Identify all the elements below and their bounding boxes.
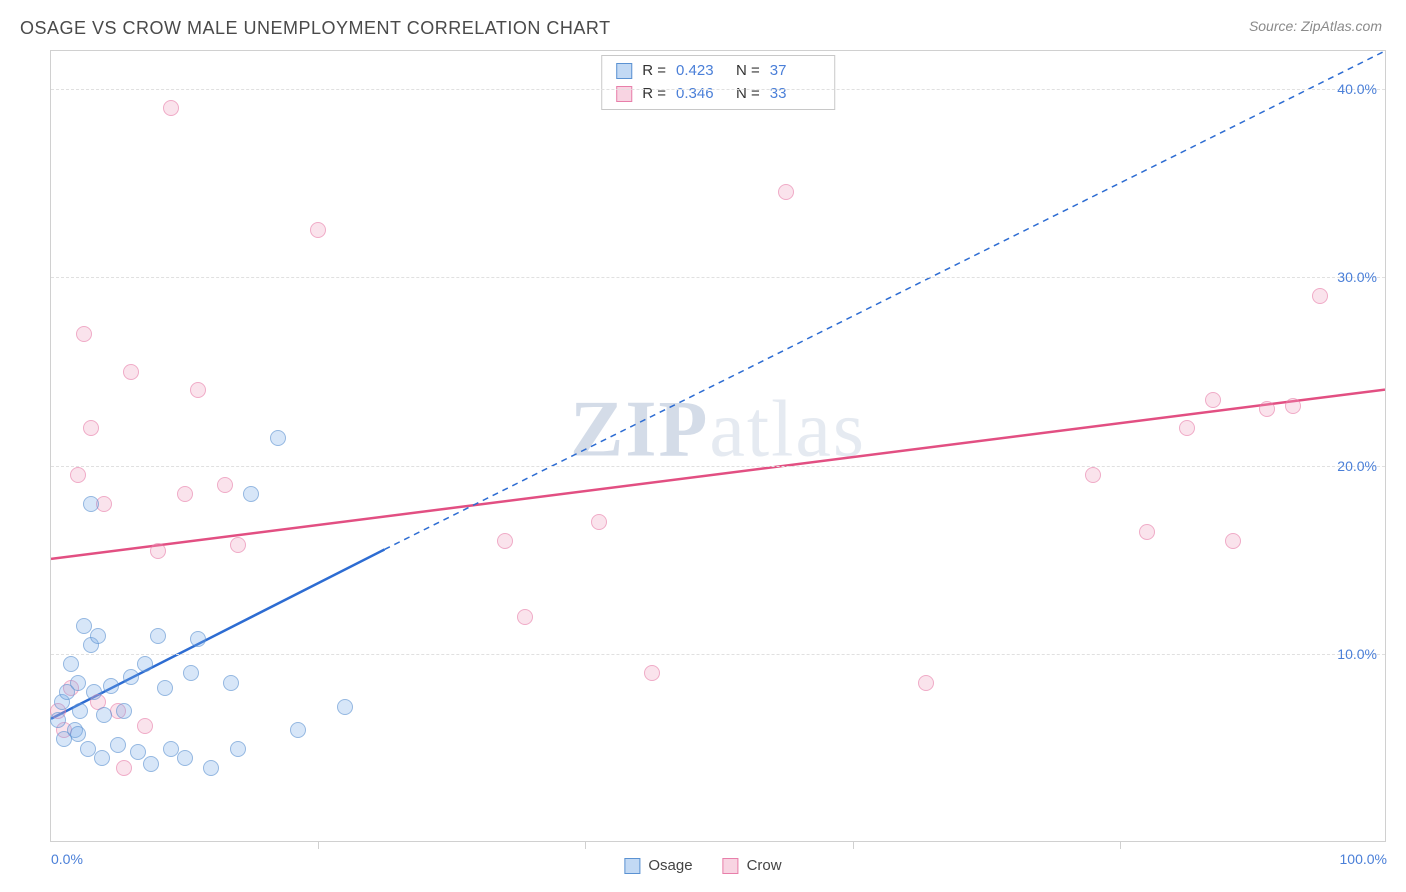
data-point-crow	[230, 537, 246, 553]
data-point-osage	[96, 707, 112, 723]
data-point-crow	[76, 326, 92, 342]
plot-area: ZIPatlas R = 0.423 N = 37 R = 0.346 N = 33 10.0…	[50, 50, 1386, 842]
data-point-crow	[310, 222, 326, 238]
data-point-osage	[177, 750, 193, 766]
data-point-osage	[110, 737, 126, 753]
r-label: R =	[642, 83, 666, 106]
data-point-crow	[1259, 401, 1275, 417]
data-point-osage	[50, 712, 66, 728]
trend-line	[51, 390, 1385, 559]
data-point-crow	[497, 533, 513, 549]
data-point-osage	[223, 675, 239, 691]
legend-swatch-osage	[624, 858, 640, 874]
data-point-osage	[116, 703, 132, 719]
data-point-crow	[123, 364, 139, 380]
data-point-crow	[190, 382, 206, 398]
legend-bottom: Osage Crow	[624, 857, 781, 874]
data-point-crow	[778, 184, 794, 200]
data-point-osage	[230, 741, 246, 757]
data-point-osage	[243, 486, 259, 502]
data-point-crow	[1205, 392, 1221, 408]
y-tick-label: 20.0%	[1337, 458, 1377, 474]
data-point-osage	[290, 722, 306, 738]
x-tick-label: 0.0%	[51, 851, 83, 867]
data-point-osage	[86, 684, 102, 700]
data-point-crow	[1139, 524, 1155, 540]
data-point-crow	[137, 718, 153, 734]
legend-swatch-crow	[723, 858, 739, 874]
data-point-osage	[70, 726, 86, 742]
data-point-crow	[644, 665, 660, 681]
x-tick	[585, 841, 586, 849]
y-tick-label: 10.0%	[1337, 646, 1377, 662]
data-point-osage	[72, 703, 88, 719]
data-point-osage	[137, 656, 153, 672]
data-point-crow	[163, 100, 179, 116]
y-tick-label: 40.0%	[1337, 81, 1377, 97]
data-point-crow	[177, 486, 193, 502]
legend-item-crow: Crow	[723, 857, 782, 874]
data-point-crow	[1085, 467, 1101, 483]
legend-stat-row-crow: R = 0.346 N = 33	[616, 83, 820, 106]
data-point-crow	[918, 675, 934, 691]
legend-label-osage: Osage	[648, 857, 692, 874]
watermark: ZIPatlas	[570, 385, 866, 476]
legend-swatch-osage	[616, 63, 632, 79]
data-point-osage	[143, 756, 159, 772]
x-tick	[1120, 841, 1121, 849]
data-point-osage	[83, 496, 99, 512]
trend-lines-svg	[51, 51, 1385, 841]
gridline-h	[51, 654, 1385, 655]
legend-stats-box: R = 0.423 N = 37 R = 0.346 N = 33	[601, 55, 835, 110]
data-point-crow	[217, 477, 233, 493]
data-point-osage	[123, 669, 139, 685]
data-point-osage	[130, 744, 146, 760]
data-point-crow	[150, 543, 166, 559]
data-point-crow	[591, 514, 607, 530]
data-point-crow	[116, 760, 132, 776]
x-tick	[853, 841, 854, 849]
data-point-osage	[157, 680, 173, 696]
chart-container: OSAGE VS CROW MALE UNEMPLOYMENT CORRELAT…	[0, 0, 1406, 892]
data-point-osage	[337, 699, 353, 715]
chart-title: OSAGE VS CROW MALE UNEMPLOYMENT CORRELAT…	[20, 18, 611, 39]
data-point-osage	[94, 750, 110, 766]
data-point-crow	[83, 420, 99, 436]
n-value: 37	[770, 60, 820, 83]
gridline-h	[51, 466, 1385, 467]
data-point-osage	[150, 628, 166, 644]
data-point-crow	[70, 467, 86, 483]
r-value: 0.346	[676, 83, 726, 106]
r-label: R =	[642, 60, 666, 83]
data-point-crow	[1285, 398, 1301, 414]
legend-item-osage: Osage	[624, 857, 692, 874]
legend-label-crow: Crow	[747, 857, 782, 874]
y-tick-label: 30.0%	[1337, 269, 1377, 285]
gridline-h	[51, 89, 1385, 90]
data-point-crow	[1179, 420, 1195, 436]
data-point-crow	[517, 609, 533, 625]
data-point-osage	[190, 631, 206, 647]
data-point-osage	[70, 675, 86, 691]
data-point-crow	[1225, 533, 1241, 549]
x-tick-label: 100.0%	[1340, 851, 1387, 867]
gridline-h	[51, 277, 1385, 278]
data-point-osage	[270, 430, 286, 446]
data-point-osage	[203, 760, 219, 776]
data-point-crow	[1312, 288, 1328, 304]
data-point-osage	[90, 628, 106, 644]
source-attribution: Source: ZipAtlas.com	[1249, 18, 1382, 34]
n-label: N =	[736, 83, 760, 106]
trend-line	[385, 51, 1386, 549]
n-value: 33	[770, 83, 820, 106]
r-value: 0.423	[676, 60, 726, 83]
data-point-osage	[183, 665, 199, 681]
data-point-osage	[103, 678, 119, 694]
n-label: N =	[736, 60, 760, 83]
legend-stat-row-osage: R = 0.423 N = 37	[616, 60, 820, 83]
data-point-osage	[63, 656, 79, 672]
x-tick	[318, 841, 319, 849]
